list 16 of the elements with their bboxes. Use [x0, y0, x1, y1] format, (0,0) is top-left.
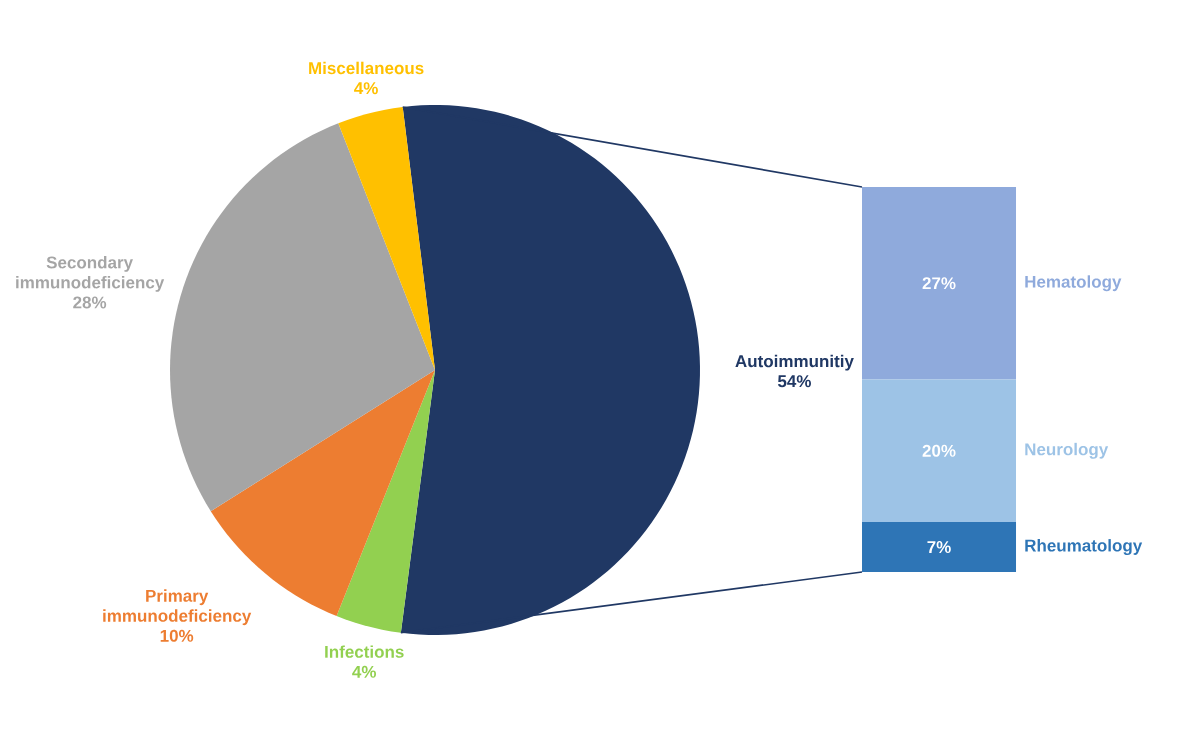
- slice-label: Miscellaneous: [309, 61, 424, 75]
- slice-label: Primary immunodeficiency: [103, 589, 252, 626]
- data-label: 4%: [354, 82, 378, 95]
- series-label: Hematology: [1025, 275, 1122, 292]
- data-label: 10%: [160, 629, 194, 642]
- data-label: 4%: [352, 665, 377, 678]
- series-label: Neurology: [1025, 442, 1109, 459]
- slice-label: Infections: [325, 645, 404, 658]
- data-label: 27%: [922, 277, 956, 290]
- data-label: 7%: [927, 541, 951, 554]
- data-label: 54%: [777, 375, 811, 388]
- slice-label: Secondary immunodeficiency: [16, 256, 165, 292]
- data-label: 20%: [922, 444, 956, 457]
- series-label: Rheumatology: [1025, 539, 1143, 556]
- slice-label: Autoimmunitiy: [735, 354, 854, 371]
- data-label: 28%: [73, 296, 107, 309]
